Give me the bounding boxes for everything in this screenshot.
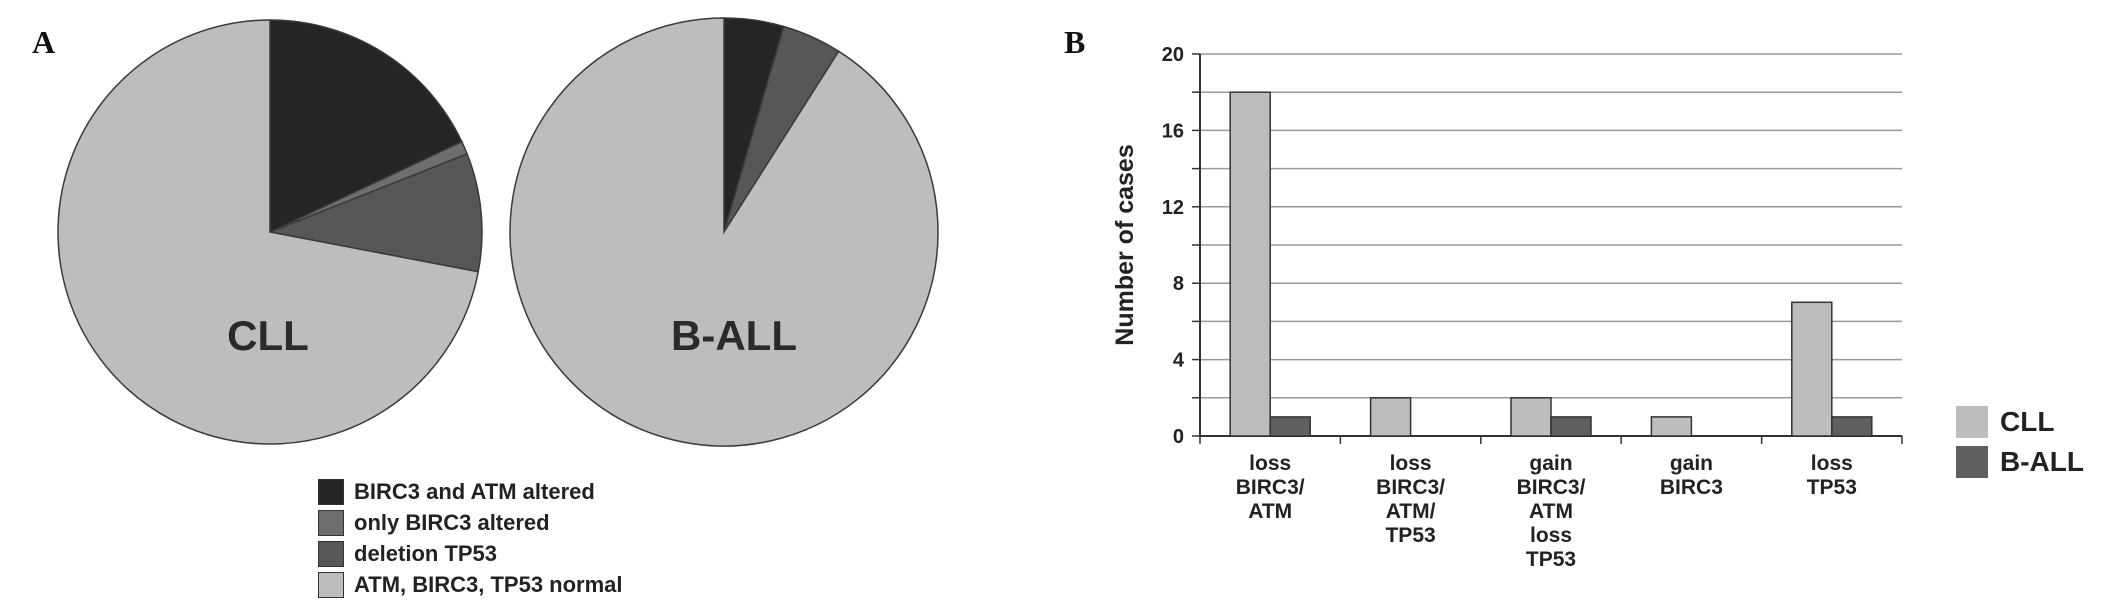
bar-legend-item: CLL — [1956, 402, 2084, 442]
bar-cll-4 — [1792, 302, 1832, 436]
x-category-label: loss — [1811, 452, 1853, 475]
x-category-label: loss — [1390, 452, 1432, 475]
x-category-label: BIRC3/ — [1376, 476, 1445, 499]
x-category-label: BIRC3/ — [1517, 476, 1586, 499]
y-tick-label: 4 — [1173, 350, 1185, 372]
bar-cll-3 — [1651, 417, 1691, 436]
bar-cll-1 — [1371, 398, 1411, 436]
x-category-label: ATM — [1248, 500, 1292, 523]
x-category-label: BIRC3 — [1660, 476, 1723, 499]
y-tick-label: 16 — [1162, 120, 1184, 142]
x-category-label: BIRC3/ — [1236, 476, 1305, 499]
y-tick-label: 12 — [1162, 197, 1184, 219]
legend-swatch — [1956, 446, 1988, 478]
x-category-label: gain — [1529, 452, 1572, 475]
legend-swatch — [1956, 406, 1988, 438]
x-category-label: TP53 — [1385, 524, 1435, 547]
x-category-label: loss — [1530, 524, 1572, 547]
legend-label: CLL — [2000, 406, 2054, 438]
x-category-label: TP53 — [1807, 476, 1857, 499]
y-axis-label: Number of cases — [1111, 144, 1139, 345]
x-category-label: ATM — [1529, 500, 1573, 523]
x-category-label: gain — [1670, 452, 1713, 475]
bar-cll-2 — [1511, 398, 1551, 436]
bar-b-all-2 — [1551, 417, 1591, 436]
legend-label: B-ALL — [2000, 446, 2084, 478]
x-category-label: TP53 — [1526, 548, 1576, 571]
y-tick-label: 8 — [1173, 273, 1184, 295]
y-tick-label: 0 — [1173, 426, 1184, 448]
bar-legend-item: B-ALL — [1956, 442, 2084, 482]
bar-legend: CLL B-ALL — [1956, 402, 2084, 482]
x-category-label: loss — [1249, 452, 1291, 475]
y-tick-label: 20 — [1162, 44, 1184, 66]
bar-b-all-0 — [1270, 417, 1310, 436]
bar-cll-0 — [1230, 92, 1270, 436]
bar-b-all-4 — [1832, 417, 1872, 436]
x-category-label: ATM/ — [1386, 500, 1436, 523]
